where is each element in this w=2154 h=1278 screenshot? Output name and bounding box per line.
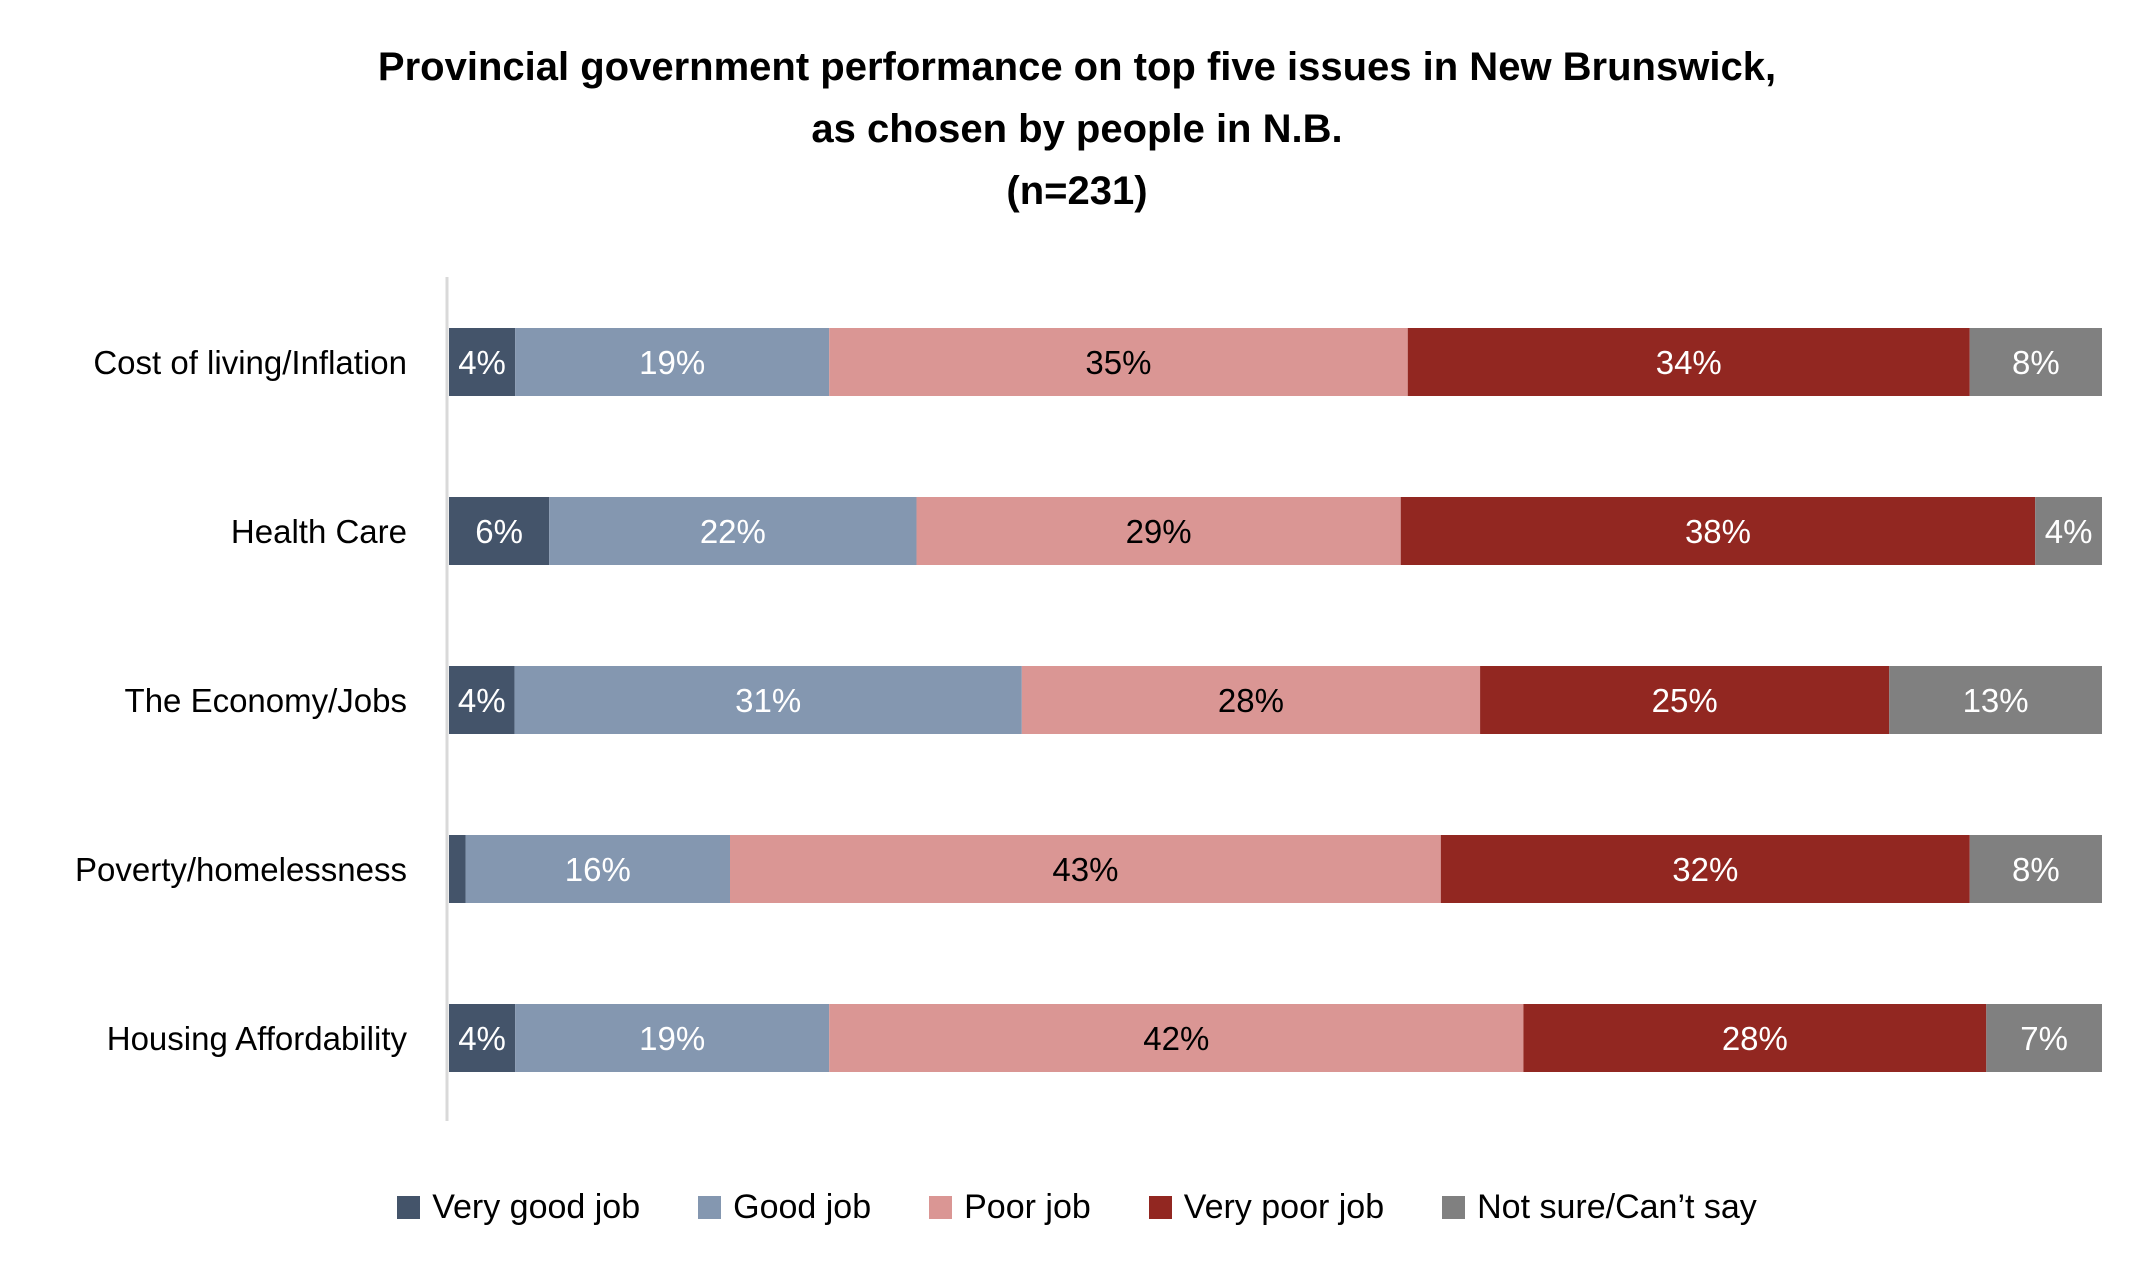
- bar-segment-very-good-job: [449, 328, 516, 396]
- bar-segment-very-good-job: [449, 1004, 516, 1072]
- legend-item: Poor job: [929, 1188, 1091, 1227]
- category-label: Poverty/homelessness: [75, 851, 407, 888]
- bar-segment-good-job: [515, 328, 830, 396]
- data-label: 13%: [1963, 682, 2029, 719]
- data-label: 7%: [2020, 1020, 2068, 1057]
- data-label: 32%: [1672, 851, 1738, 888]
- legend-label: Good job: [733, 1188, 872, 1226]
- legend-swatch: [1148, 1196, 1172, 1219]
- category-labels: Cost of living/Inflation Health Care The E…: [75, 344, 407, 1057]
- chart-title: Provincial government performance on top…: [0, 36, 2154, 222]
- chart-title-line-2: as chosen by people in N.B.: [811, 107, 1343, 151]
- legend-item: Very good job: [397, 1188, 640, 1227]
- bar-segment-not-sure-can-t-say: [2035, 497, 2102, 565]
- data-label: 4%: [2045, 513, 2093, 550]
- category-label: Health Care: [231, 513, 407, 550]
- category-label: Housing Affordability: [107, 1020, 408, 1057]
- bar-segment-poor-job: [1021, 666, 1481, 734]
- bar-segment-poor-job: [829, 1004, 1524, 1072]
- data-label: 38%: [1685, 513, 1751, 550]
- data-label: 28%: [1218, 682, 1284, 719]
- legend-swatch: [929, 1196, 953, 1219]
- data-label: 22%: [700, 513, 766, 550]
- legend-label: Very poor job: [1183, 1188, 1385, 1226]
- bar-segment-very-poor-job: [1523, 1004, 1987, 1072]
- legend-swatch: [1442, 1196, 1466, 1219]
- legend-item: Very poor job: [1148, 1188, 1385, 1227]
- data-label: 42%: [1143, 1020, 1209, 1057]
- bar-segment-not-sure-can-t-say: [1969, 835, 2102, 903]
- legend-label: Very good job: [432, 1188, 641, 1226]
- legend-swatch: [698, 1196, 722, 1219]
- chart-title-line-1: Provincial government performance on top…: [377, 45, 1777, 89]
- data-label: 4%: [458, 682, 506, 719]
- data-label: 34%: [1656, 344, 1722, 381]
- category-label: The Economy/Jobs: [125, 682, 407, 719]
- bar-segment-very-poor-job: [1480, 666, 1890, 734]
- data-label: 43%: [1052, 851, 1118, 888]
- legend: Very good job Good job Poor job Very poor j…: [0, 1188, 2154, 1227]
- data-label: 8%: [2012, 851, 2060, 888]
- bar-segment-poor-job: [916, 497, 1401, 565]
- bar-segment-very-good-job: [449, 497, 550, 565]
- bar-segment-very-poor-job: [1407, 328, 1970, 396]
- legend-swatch: [397, 1196, 421, 1219]
- data-label: 25%: [1652, 682, 1718, 719]
- data-label: 16%: [565, 851, 631, 888]
- bar-segment-not-sure-can-t-say: [1986, 1004, 2102, 1072]
- bar-segment-good-job: [515, 1004, 830, 1072]
- legend-item: Not sure/Can’t say: [1442, 1188, 1757, 1227]
- bar-segment-good-job: [549, 497, 917, 565]
- bar-segment-poor-job: [829, 328, 1408, 396]
- legend-item: Good job: [698, 1188, 871, 1227]
- data-label: 6%: [475, 513, 523, 550]
- data-label: 19%: [639, 1020, 705, 1057]
- category-label: Cost of living/Inflation: [93, 344, 407, 381]
- bar-segment-very-good-job: [449, 666, 515, 734]
- data-label: 35%: [1085, 344, 1151, 381]
- data-label: 29%: [1126, 513, 1192, 550]
- bar-segment-not-sure-can-t-say: [1889, 666, 2102, 734]
- data-label: 4%: [458, 344, 506, 381]
- bar-segments: [449, 328, 2102, 1072]
- bar-segment-very-good-job: [449, 835, 466, 903]
- data-label: 8%: [2012, 344, 2060, 381]
- bar-segment-not-sure-can-t-say: [1969, 328, 2102, 396]
- data-label: 19%: [639, 344, 705, 381]
- data-label: 28%: [1722, 1020, 1788, 1057]
- legend-label: Not sure/Can’t say: [1477, 1188, 1757, 1226]
- bar-segment-good-job: [514, 666, 1022, 734]
- legend-label: Poor job: [964, 1188, 1091, 1226]
- data-label: 31%: [735, 682, 801, 719]
- bar-segment-poor-job: [730, 835, 1441, 903]
- bar-segment-good-job: [465, 835, 731, 903]
- chart-title-line-3: (n=231): [1006, 169, 1148, 213]
- data-labels: 4% 19% 35% 34% 8% 6% 22% 29% 38% 4% 4% 31% 28% 25% 13%…: [458, 344, 2093, 1057]
- data-label: 4%: [458, 1020, 506, 1057]
- bar-segment-very-poor-job: [1400, 497, 2036, 565]
- bar-segment-very-poor-job: [1440, 835, 1970, 903]
